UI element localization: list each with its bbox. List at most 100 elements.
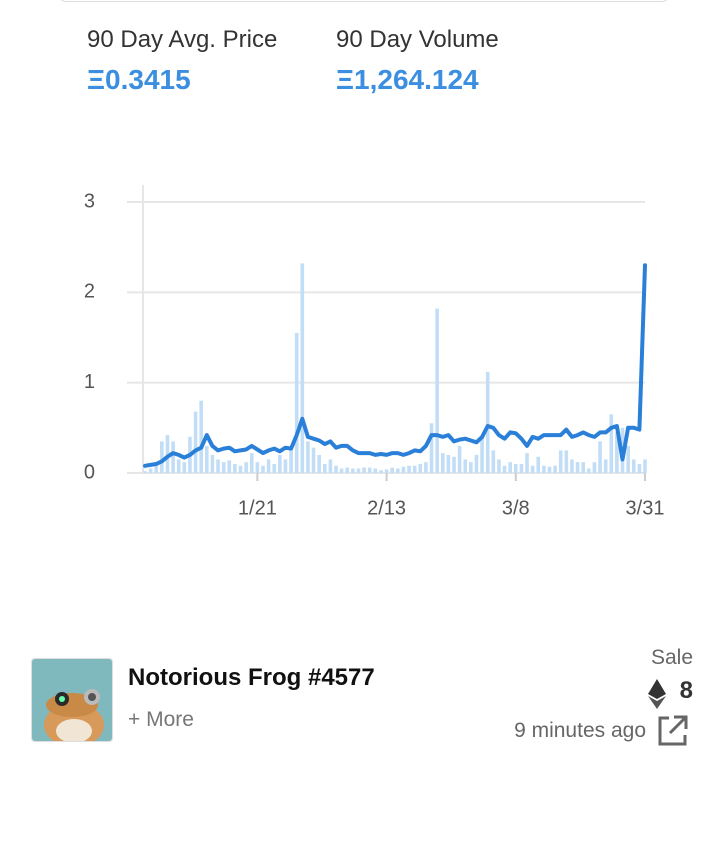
volume-bar	[216, 459, 220, 473]
volume-bar	[143, 471, 147, 473]
volume-bar	[362, 467, 366, 473]
volume-bar	[429, 423, 434, 473]
volume-bar	[547, 466, 552, 473]
volume-bar	[283, 459, 288, 473]
volume-bar	[643, 459, 647, 473]
stat-value: Ξ1,264.124	[336, 64, 479, 95]
more-link[interactable]: + More	[128, 708, 194, 731]
volume-bar	[440, 453, 445, 473]
volume-bar	[384, 469, 389, 473]
volume-bar	[598, 441, 602, 473]
volume-bar	[261, 465, 265, 473]
volume-bar	[154, 463, 159, 473]
volume-bar	[328, 459, 333, 473]
nft-thumbnail[interactable]	[31, 658, 113, 742]
chart: 0 1 2 3 1/21 2/13 3/8 3/31	[84, 185, 665, 519]
volume-bar	[367, 467, 372, 473]
stat-value: Ξ0.3415	[87, 64, 191, 95]
volume-bar	[592, 462, 597, 473]
volume-bar	[171, 441, 175, 473]
volume-bar	[401, 466, 406, 473]
volume-bar	[221, 462, 226, 473]
volume-bar	[491, 450, 496, 473]
volume-bar	[480, 436, 484, 473]
volume-bar	[542, 465, 546, 473]
volume-bar	[345, 467, 350, 473]
volume-bar	[609, 414, 614, 473]
volume-bar	[469, 462, 473, 473]
volume-bar	[446, 454, 451, 473]
volume-bar	[294, 332, 299, 473]
thumbnail-art	[32, 659, 112, 741]
volume-bar	[412, 465, 417, 473]
volume-bar	[508, 462, 512, 473]
volume-bar	[513, 463, 518, 473]
volume-bar	[210, 454, 215, 473]
volume-bar	[160, 441, 164, 473]
volume-bar	[255, 462, 260, 473]
volume-bar	[390, 467, 394, 473]
volume-bar	[322, 463, 327, 473]
volume-bar	[435, 308, 439, 473]
volume-bar	[300, 263, 305, 473]
x-tick-label: 2/13	[367, 497, 406, 519]
time-ago: 9 minutes ago	[514, 719, 646, 742]
volume-bar	[474, 454, 479, 473]
volume-bar	[165, 435, 170, 473]
volume-bar	[536, 456, 541, 473]
y-tick-label: 0	[84, 461, 95, 483]
event-type: Sale	[650, 646, 693, 669]
card-edge	[58, 0, 670, 2]
volume-bar	[199, 400, 203, 473]
x-tick-label: 3/31	[626, 497, 665, 519]
volume-bar	[558, 450, 563, 473]
eth-icon	[648, 679, 666, 709]
stat-label: 90 Day Avg. Price	[87, 26, 278, 53]
volume-bar	[334, 465, 338, 473]
volume-bar	[575, 462, 580, 473]
volume-bar	[351, 468, 355, 473]
volume-bar	[272, 463, 277, 473]
volume-bar	[626, 445, 630, 473]
volume-bar	[424, 462, 428, 473]
volume-bar	[637, 463, 642, 473]
volume-bar	[603, 459, 608, 473]
volume-bar	[463, 459, 468, 473]
volume-bar	[525, 453, 529, 473]
volume-bar	[418, 463, 423, 473]
volume-bar	[289, 450, 293, 473]
volume-bar	[373, 468, 378, 473]
volume-bar	[266, 459, 271, 473]
volume-bar	[278, 454, 282, 473]
volume-bar	[244, 462, 248, 473]
volume-bar	[570, 459, 574, 473]
y-tick-label: 1	[84, 371, 95, 393]
volume-bar	[339, 468, 344, 473]
volume-bar	[519, 463, 524, 473]
volume-bar	[631, 459, 636, 473]
volume-bar	[587, 468, 591, 473]
volume-bar	[356, 468, 361, 473]
volume-bar	[182, 462, 187, 473]
volume-bar	[379, 470, 383, 473]
volume-bar	[485, 371, 490, 473]
volume-bar	[317, 454, 321, 473]
y-tick-label: 3	[84, 190, 95, 212]
volume-bar	[311, 447, 316, 473]
volume-bar	[407, 465, 411, 473]
external-link-icon[interactable]	[655, 714, 689, 748]
volume-bar	[497, 459, 501, 473]
volume-bar	[204, 445, 209, 473]
x-tick-label: 3/8	[502, 497, 530, 519]
item-title[interactable]: Notorious Frog #4577	[128, 664, 375, 691]
volume-bar	[148, 468, 153, 473]
volume-bar	[227, 460, 232, 473]
volume-bar	[193, 411, 198, 473]
volume-bar	[396, 468, 400, 473]
x-tick-label: 1/21	[238, 497, 277, 519]
volume-bar	[233, 463, 237, 473]
volume-bar	[249, 453, 254, 473]
volume-bar	[530, 465, 535, 473]
volume-bar	[306, 441, 310, 473]
